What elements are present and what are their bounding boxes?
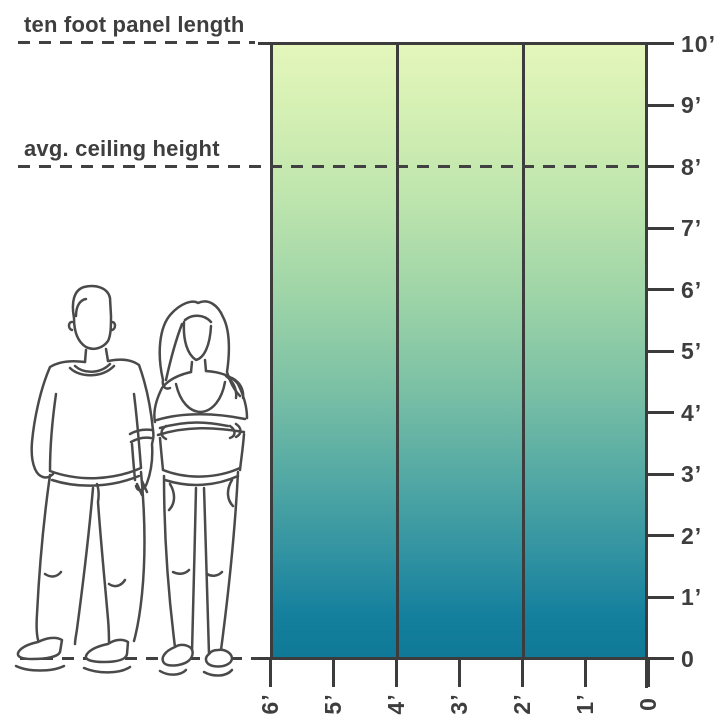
man-figure [14,284,155,674]
x-axis-tick [457,657,461,687]
y-axis-tick-label: 2’ [681,522,703,549]
y-axis-tick-label: 3’ [681,461,703,487]
y-axis-tick [645,165,674,168]
panel-length-label: ten foot panel length [24,12,245,37]
x-axis-tick-label: 4’ [382,693,409,715]
man-legs-lines [35,470,146,647]
x-axis-tick [331,657,335,687]
panel-top-overhang-line [258,42,272,45]
y-axis-tick [645,42,674,45]
panel-divider [396,45,399,657]
x-axis-tick [646,657,650,687]
ceiling-dashed-line [18,165,646,168]
y-axis-tick-label: 1’ [681,584,703,610]
y-axis-tick [645,472,674,476]
y-axis-tick [645,226,674,230]
y-axis-tick-label: 9’ [681,92,703,118]
woman-right-shoe [204,648,234,668]
panel-divider [522,45,525,657]
x-axis-tick-label: 3’ [445,693,472,715]
man-head-lines [67,284,117,364]
x-axis-tick [583,657,587,687]
y-axis-tick-label: 10’ [681,30,716,57]
y-axis-tick-label: 4’ [681,399,703,426]
woman-legs-lines [162,470,240,656]
x-axis-tick-label: 6’ [256,693,283,715]
woman-torso-arms-lines [153,369,249,487]
man-right-shoe [84,638,130,664]
x-axis-tick [268,657,272,687]
x-axis-tick-label: 1’ [571,693,598,715]
x-axis-tick-label: 2’ [508,693,535,715]
y-axis-tick-label: 8’ [681,153,703,180]
x-axis-tick-label: 0 [634,697,661,711]
y-axis-tick-label: 7’ [681,215,703,241]
baseline-overhang-line [258,657,272,660]
y-axis-tick-label: 0 [681,645,695,672]
x-axis-tick [520,657,524,687]
y-axis-tick [645,595,674,599]
y-axis-tick [645,349,674,353]
y-axis-tick [645,103,674,107]
y-axis-tick-label: 6’ [681,276,703,303]
y-axis-tick [645,657,674,660]
y-axis-tick [645,534,674,537]
gradient-panel [270,42,648,660]
people-line-art-illustration [14,284,249,677]
ceiling-height-label: avg. ceiling height [24,136,220,161]
woman-ground-squiggles [158,668,234,677]
woman-left-shoe [161,643,194,667]
man-torso-lines [30,358,155,497]
y-axis-tick [645,288,674,291]
x-axis-tick [394,657,398,687]
man-left-shoe [16,636,64,661]
man-ground-squiggles [14,664,132,674]
ten-foot-dashed-line [18,41,255,44]
woman-head-lines [158,300,242,398]
x-axis-tick-label: 5’ [319,693,346,715]
floor-dashed-line [20,657,270,660]
y-axis-tick-label: 5’ [681,338,703,364]
woman-figure [153,300,249,677]
y-axis-tick [645,411,674,414]
